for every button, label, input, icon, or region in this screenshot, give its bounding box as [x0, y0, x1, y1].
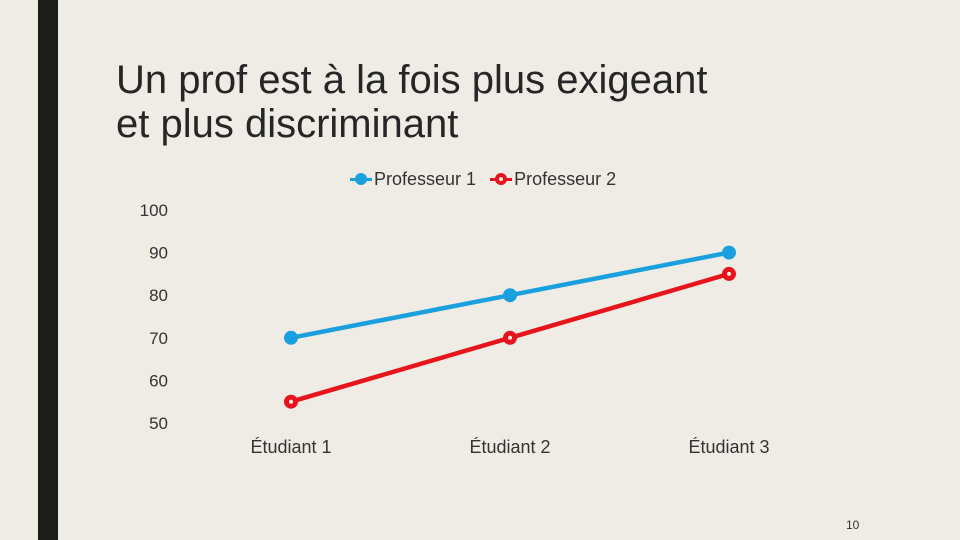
- data-point-series-1: [503, 288, 517, 303]
- legend-label-professeur-2: Professeur 2: [514, 168, 617, 189]
- data-point-center: [727, 271, 731, 276]
- y-tick-label: 70: [149, 329, 168, 348]
- legend-item-professeur-2: Professeur 2: [490, 169, 616, 190]
- data-point-series-1: [722, 245, 736, 260]
- slide-title-line-1: Un prof est à la fois plus exigeant: [116, 58, 708, 102]
- slide-title: Un prof est à la fois plus exigeant et p…: [116, 58, 876, 146]
- slide-title-line-2: et plus discriminant: [116, 102, 459, 146]
- legend-label-professeur-1: Professeur 1: [374, 168, 477, 189]
- data-point-center: [508, 335, 512, 340]
- data-point-series-1: [284, 330, 298, 345]
- x-category-label: Étudiant 3: [688, 437, 769, 457]
- y-tick-label: 50: [149, 414, 168, 433]
- y-tick-label: 80: [149, 286, 168, 305]
- y-tick-label: 60: [149, 371, 168, 390]
- left-accent-bar: [38, 0, 58, 540]
- legend-swatch-professeur-2: [490, 172, 513, 186]
- data-point-center: [289, 399, 293, 404]
- chart-legend: Professeur 1 Professeur 2: [350, 167, 630, 191]
- page-number: 10: [846, 518, 860, 532]
- y-tick-label: 90: [149, 244, 168, 263]
- y-tick-label: 100: [140, 201, 168, 220]
- legend-swatch-professeur-1: [350, 172, 372, 186]
- legend-item-professeur-1: Professeur 1: [350, 169, 476, 190]
- x-category-label: Étudiant 1: [250, 437, 331, 457]
- x-category-label: Étudiant 2: [469, 437, 550, 457]
